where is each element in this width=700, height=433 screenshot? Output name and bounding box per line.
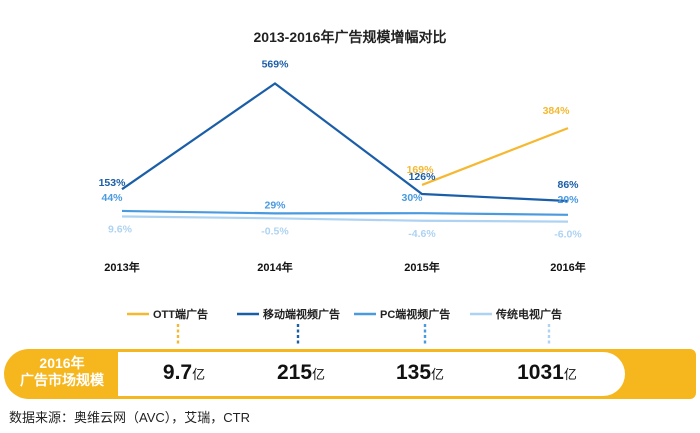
data-label-pc-2: 30% <box>401 192 423 204</box>
series-line-mobile <box>121 82 569 203</box>
data-label-mobile-1: 569% <box>262 58 290 70</box>
data-label-mobile-0: 153% <box>99 177 127 189</box>
market-value-tv: 1031亿 <box>517 361 577 384</box>
market-value-mobile: 215亿 <box>276 361 326 384</box>
x-tick-label-2: 2015年 <box>404 260 439 274</box>
data-label-pc-0: 44% <box>101 192 123 204</box>
market-size-panel <box>118 352 625 396</box>
data-label-mobile-3: 86% <box>557 179 579 191</box>
data-label-tv-2: -4.6% <box>408 228 436 240</box>
legend-item-tv: 传统电视广告 <box>470 307 562 344</box>
data-source-note: 数据来源：奥维云网（AVC），艾瑞，CTR <box>9 410 250 425</box>
market-value-ott: 9.7亿 <box>162 361 206 384</box>
data-label-tv-1: -0.5% <box>261 225 289 237</box>
x-tick-label-3: 2016年 <box>550 260 585 274</box>
legend-item-pc: PC端视频广告 <box>354 307 450 344</box>
series-line-ott <box>421 127 569 186</box>
legend-label-pc: PC端视频广告 <box>380 307 450 321</box>
market-size-label: 2016年 广告市场规模 <box>10 355 114 389</box>
series-line-tv <box>121 215 569 223</box>
market-size-label-year: 2016年 <box>39 355 85 371</box>
legend-item-ott: OTT端广告 <box>127 307 208 344</box>
legend-label-mobile: 移动端视频广告 <box>263 307 340 321</box>
legend-item-mobile: 移动端视频广告 <box>237 307 340 344</box>
data-label-mobile-2: 126% <box>409 171 437 183</box>
data-label-tv-0: 9.6% <box>108 223 133 235</box>
data-label-tv-3: -6.0% <box>554 229 582 241</box>
data-label-ott-3: 384% <box>543 105 571 117</box>
x-tick-label-0: 2013年 <box>104 260 139 274</box>
series-line-pc <box>121 209 569 216</box>
data-label-pc-3: 20% <box>557 194 579 206</box>
chart-title: 2013-2016年广告规模增幅对比 <box>254 29 447 45</box>
legend-label-tv: 传统电视广告 <box>495 307 562 321</box>
market-size-label-text: 广告市场规模 <box>20 372 104 388</box>
legend-label-ott: OTT端广告 <box>153 307 208 321</box>
market-value-pc: 135亿 <box>395 361 445 384</box>
x-tick-label-1: 2014年 <box>257 260 292 274</box>
data-label-ott-2: 169% <box>407 164 435 176</box>
data-label-pc-1: 29% <box>264 199 286 211</box>
